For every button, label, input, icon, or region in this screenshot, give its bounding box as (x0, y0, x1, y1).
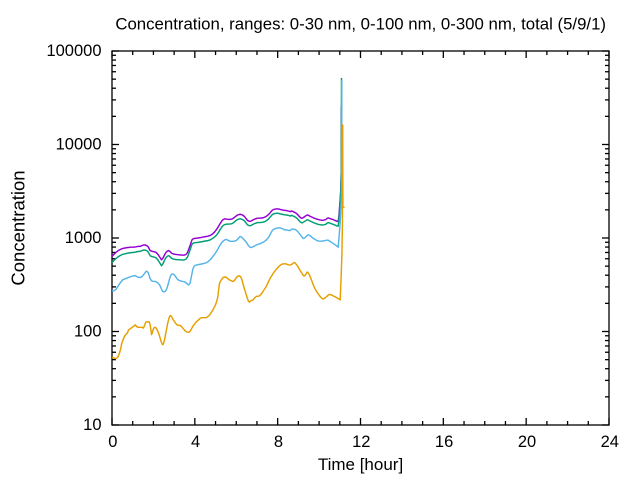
svg-text:Concentration: Concentration (8, 170, 29, 285)
svg-text:16: 16 (435, 433, 453, 451)
svg-text:4: 4 (191, 433, 200, 451)
svg-text:10000: 10000 (56, 136, 102, 154)
svg-text:1000: 1000 (65, 229, 102, 247)
svg-text:12: 12 (352, 433, 370, 451)
svg-text:0: 0 (108, 433, 117, 451)
svg-text:8: 8 (274, 433, 283, 451)
svg-text:Concentration, ranges: 0-30 nm: Concentration, ranges: 0-30 nm, 0-100 nm… (115, 15, 606, 34)
svg-text:10: 10 (83, 416, 101, 434)
svg-text:100: 100 (74, 323, 102, 341)
svg-text:100000: 100000 (46, 42, 101, 60)
svg-text:Time [hour]: Time [hour] (318, 455, 403, 474)
svg-text:24: 24 (601, 433, 619, 451)
svg-text:20: 20 (518, 433, 536, 451)
